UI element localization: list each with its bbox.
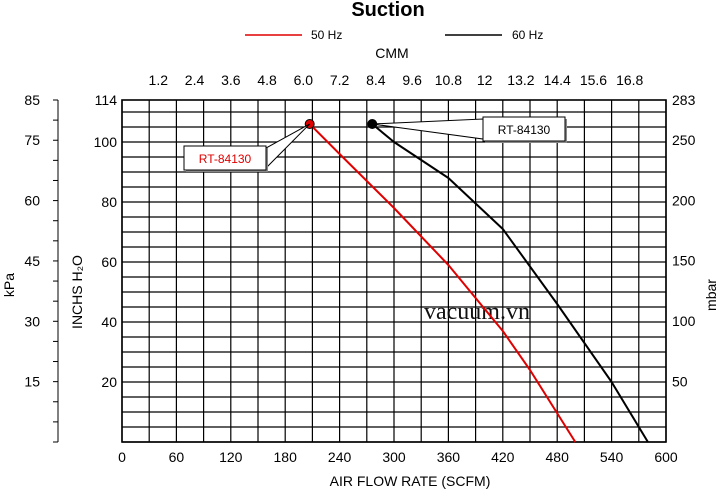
x-top-tick-label: 9.6 (402, 72, 422, 88)
x-top-tick-label: 16.8 (616, 72, 643, 88)
y-inner-tick-label: 100 (94, 134, 118, 150)
callout-pointer (265, 123, 311, 170)
legend: 50 Hz 60 Hz (245, 28, 543, 42)
y-inner-tick-label: 60 (101, 254, 117, 270)
series-line-60hz (371, 123, 649, 443)
x-top-tick-label: 12 (477, 72, 493, 88)
y-axis-title-mbar: mbar (703, 279, 719, 311)
y-left-tick-label: 30 (24, 313, 40, 329)
callout-layer: RT-84130 RT-84130 (183, 116, 567, 172)
x-tick-label: 120 (219, 449, 243, 465)
y-right-tick-label: 250 (672, 132, 696, 148)
y-inner-tick-label: 114 (95, 92, 118, 108)
top-axis-title: CMM (375, 45, 408, 61)
tick-labels: 0 60 120 180 240 300 360 420 480 540 600 1.2 2.4 3.6 4… (24, 72, 695, 465)
x-top-tick-label: 1.2 (149, 72, 169, 88)
x-tick-label: 0 (118, 449, 126, 465)
y-right-tick-label: 150 (672, 253, 696, 269)
callout-box (482, 116, 566, 142)
y-inner-tick-label: 20 (101, 374, 117, 390)
x-top-tick-label: 8.4 (366, 72, 386, 88)
x-top-tick-label: 4.8 (257, 72, 277, 88)
x-tick-label: 540 (600, 449, 624, 465)
x-top-tick-label: 3.6 (221, 72, 241, 88)
x-axis-title: AIR FLOW RATE (SCFM) (330, 473, 491, 489)
series-line-50hz (308, 123, 577, 443)
x-top-tick-label: 7.2 (330, 72, 350, 88)
x-top-tick-label: 6.0 (294, 72, 314, 88)
callout-box (183, 145, 267, 171)
y-left-tick-label: 15 (24, 374, 40, 390)
y-inner-tick-label: 80 (101, 194, 117, 210)
y-right-tick-label: 200 (672, 192, 696, 208)
x-top-tick-label: 2.4 (185, 72, 205, 88)
callout-60hz: RT-84130 (372, 116, 567, 143)
watermark: vacuum.vn (424, 299, 530, 325)
x-tick-label: 240 (328, 449, 352, 465)
x-tick-label: 180 (274, 449, 298, 465)
callout-pointer (372, 118, 484, 140)
x-tick-label: 300 (382, 449, 406, 465)
legend-label-60hz: 60 Hz (512, 28, 543, 42)
x-top-tick-label: 15.6 (580, 72, 607, 88)
y-left-tick-label: 85 (24, 92, 40, 108)
x-top-tick-label: 14.4 (544, 72, 571, 88)
y-axis-title-kpa: kPa (1, 273, 17, 297)
plot-frame (121, 99, 667, 443)
y-right-tick-label: 100 (672, 313, 696, 329)
callout-label: RT-84130 (199, 152, 252, 166)
y-inner-tick-label: 40 (101, 314, 117, 330)
y-axis-title-inches-h2o: INCHS H₂O (69, 255, 85, 329)
legend-label-50hz: 50 Hz (311, 28, 342, 42)
x-tick-label: 480 (546, 449, 570, 465)
x-tick-label: 420 (491, 449, 515, 465)
x-top-tick-label: 10.8 (435, 72, 462, 88)
y-left-tick-label: 75 (24, 132, 40, 148)
series-layer (304, 119, 649, 443)
x-tick-label: 360 (437, 449, 461, 465)
x-tick-label: 60 (169, 449, 185, 465)
y-right-tick-label: 50 (672, 374, 688, 390)
x-tick-label: 600 (654, 449, 678, 465)
callout-label: RT-84130 (498, 123, 551, 137)
y-left-tick-label: 45 (24, 253, 40, 269)
y-right-tick-label: 283 (672, 92, 696, 108)
y-left-tick-label: 60 (24, 193, 40, 209)
x-top-tick-label: 13.2 (507, 72, 534, 88)
callout-50hz: RT-84130 (183, 123, 311, 172)
chart-title: Suction (351, 0, 424, 21)
